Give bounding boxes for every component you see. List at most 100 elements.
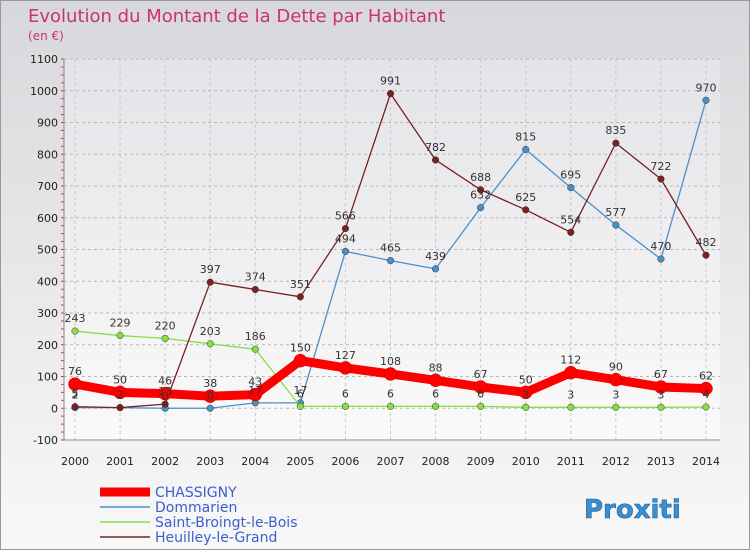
data-point	[341, 247, 349, 255]
y-tick-label: -100	[33, 434, 58, 447]
data-point	[699, 381, 713, 396]
data-point	[609, 372, 623, 387]
data-label: 625	[515, 191, 536, 204]
data-label: 3	[567, 388, 574, 401]
x-tick-label: 2007	[377, 455, 405, 468]
data-point	[612, 221, 620, 229]
data-label: 2	[72, 389, 79, 402]
data-point	[432, 156, 440, 164]
data-point	[473, 380, 488, 394]
data-point	[657, 255, 665, 263]
data-point	[477, 186, 485, 194]
data-label: 3	[522, 388, 529, 401]
data-label: 108	[380, 355, 401, 368]
data-label: 835	[605, 124, 626, 137]
x-tick-label: 2014	[692, 455, 720, 468]
data-label: 6	[342, 387, 349, 400]
data-point	[612, 403, 620, 411]
data-point	[158, 386, 172, 401]
data-label: 88	[429, 361, 443, 374]
data-point	[522, 403, 530, 411]
data-point	[71, 403, 79, 411]
x-axis: 2000 2001 2002 2003 2004 2005 2006 2007 2008 2009…	[61, 439, 720, 468]
y-axis: -100 0 100 200 300 400 500 600 700 800 900 1000 1100	[30, 53, 65, 447]
data-point	[161, 334, 169, 342]
data-label: 17	[248, 384, 262, 397]
chart-subtitle: (en €)	[28, 29, 64, 43]
data-label: 127	[335, 349, 356, 362]
data-label: 76	[68, 365, 82, 378]
data-label: 17	[293, 384, 307, 397]
data-label: 577	[605, 206, 626, 219]
data-label: 90	[609, 361, 623, 374]
y-tick-label: 400	[37, 275, 58, 288]
data-point	[251, 345, 259, 353]
data-point	[567, 403, 575, 411]
x-tick-label: 2005	[286, 455, 314, 468]
data-point	[432, 265, 440, 273]
data-point	[702, 251, 710, 259]
x-tick-label: 2000	[61, 455, 89, 468]
data-label: 220	[155, 319, 176, 332]
data-label: 439	[425, 250, 446, 263]
data-label: 722	[650, 160, 671, 173]
data-point	[341, 402, 349, 410]
data-label: 4	[703, 388, 710, 401]
data-label: 470	[650, 240, 671, 253]
data-point	[206, 278, 214, 286]
data-label: 554	[560, 213, 581, 226]
data-point	[428, 373, 443, 388]
data-point	[657, 403, 665, 411]
data-point	[386, 90, 395, 98]
data-point	[522, 206, 530, 214]
data-label: 494	[335, 232, 356, 245]
data-point	[702, 96, 710, 104]
data-point	[341, 224, 349, 233]
legend-label: CHASSIGNY	[155, 485, 237, 501]
y-tick-label: 0	[51, 402, 58, 415]
data-point	[68, 377, 82, 391]
data-label: 3	[612, 388, 619, 401]
x-tick-label: 2011	[557, 455, 585, 468]
data-label: 67	[654, 368, 668, 381]
data-label: 6	[387, 387, 394, 400]
data-point	[518, 385, 533, 400]
data-label: 970	[696, 81, 717, 94]
data-point	[113, 385, 127, 400]
data-label: 243	[65, 312, 86, 325]
data-point	[567, 228, 575, 236]
y-tick-label: 200	[37, 339, 58, 352]
data-label: 632	[470, 189, 491, 202]
data-label: 482	[696, 236, 717, 249]
data-label: 67	[474, 368, 488, 381]
data-point	[206, 340, 214, 348]
data-label: 50	[113, 373, 127, 386]
data-label: 0	[207, 389, 214, 402]
data-point	[116, 331, 124, 340]
data-label: 5	[72, 388, 79, 401]
data-point	[702, 403, 710, 411]
legend-label: Dommarien	[155, 500, 237, 516]
data-label: 688	[470, 171, 491, 184]
x-tick-label: 2008	[422, 455, 450, 468]
data-label: 3	[657, 388, 664, 401]
data-point	[386, 402, 395, 410]
data-point	[612, 139, 620, 147]
data-point	[293, 353, 308, 368]
data-label: 2	[117, 389, 124, 402]
data-point	[383, 367, 398, 381]
x-tick-label: 2003	[196, 455, 224, 468]
series-group	[68, 90, 713, 412]
proxiti-logo: Proxiti	[584, 495, 681, 526]
data-label: 50	[519, 373, 533, 386]
data-point	[71, 327, 79, 335]
data-point	[248, 387, 263, 402]
data-label: 13	[158, 385, 172, 398]
y-tick-label: 600	[37, 212, 58, 225]
data-label: 6	[477, 387, 484, 400]
data-label: 2	[117, 389, 124, 402]
logo-text: Proxiti	[584, 495, 681, 525]
y-tick-label: 300	[37, 307, 58, 320]
